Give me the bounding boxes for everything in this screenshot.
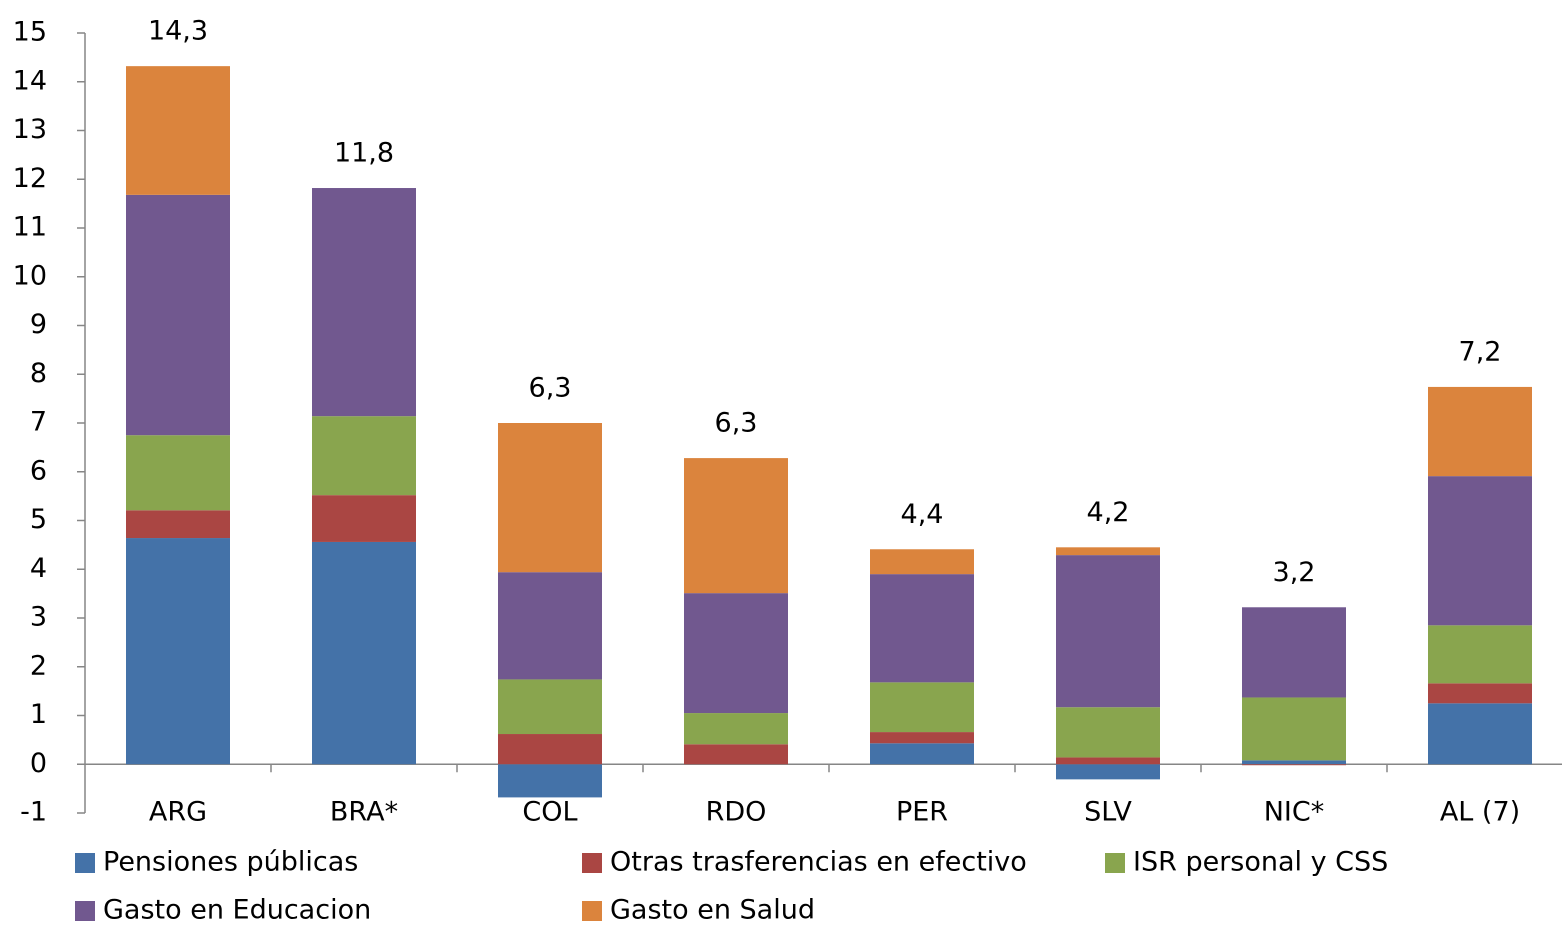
bar-segment: [312, 416, 416, 496]
bar-segment: [1242, 697, 1346, 761]
legend-swatch: [75, 901, 95, 921]
y-tick-label: 0: [30, 748, 47, 779]
bar-segment: [1428, 476, 1532, 626]
y-tick-label: 7: [30, 407, 47, 438]
x-tick-label: NIC*: [1264, 797, 1325, 828]
bar-segment: [126, 66, 230, 195]
total-label: 3,2: [1273, 557, 1316, 588]
bar-segment: [870, 732, 974, 744]
bar-segment: [1428, 625, 1532, 684]
bar-segment: [1242, 764, 1346, 766]
y-tick-label: 2: [30, 650, 47, 681]
bar-segment: [1428, 703, 1532, 765]
bar-segment: [1056, 547, 1160, 556]
bar-segment: [498, 679, 602, 735]
bar-segment: [498, 734, 602, 765]
bar-segment: [126, 435, 230, 511]
bar-segment: [126, 510, 230, 539]
total-label: 14,3: [148, 16, 208, 47]
legend-swatch: [1105, 853, 1125, 873]
bar-segment: [870, 682, 974, 733]
bar-segment: [1056, 757, 1160, 765]
bar-segment: [498, 764, 602, 798]
bar-segment: [1242, 607, 1346, 698]
total-label: 7,2: [1459, 336, 1502, 367]
y-tick-label: 6: [30, 455, 47, 486]
y-tick-label: 1: [30, 699, 47, 730]
bar-segment: [126, 194, 230, 436]
bar-segment: [312, 495, 416, 542]
x-tick-label: RDO: [706, 797, 767, 828]
y-tick-label: 15: [13, 17, 47, 48]
bar-segment: [684, 713, 788, 745]
y-tick-label: 5: [30, 504, 47, 535]
y-tick-label: 11: [13, 212, 47, 243]
bar-segment: [870, 574, 974, 683]
bar-segment: [1056, 764, 1160, 780]
y-tick-label: 13: [13, 114, 47, 145]
y-tick-label: 4: [30, 553, 47, 584]
x-tick-label: PER: [896, 797, 948, 828]
y-tick-label: 12: [13, 163, 47, 194]
bar-segment: [1242, 760, 1346, 765]
x-tick-label: BRA*: [330, 797, 398, 828]
bar-segment: [312, 188, 416, 417]
total-label: 4,2: [1087, 497, 1130, 528]
x-tick-label: SLV: [1084, 797, 1132, 828]
total-label: 4,4: [901, 499, 944, 530]
y-tick-label: 3: [30, 602, 47, 633]
legend-label: Gasto en Educacion: [103, 895, 371, 926]
y-tick-label: 8: [30, 358, 47, 389]
total-label: 11,8: [334, 138, 394, 169]
bar-segment: [126, 538, 230, 765]
legend-label: Otras trasferencias en efectivo: [610, 847, 1027, 878]
legend-label: ISR personal y CSS: [1133, 847, 1388, 878]
y-tick-label: 9: [30, 309, 47, 340]
x-tick-label: AL (7): [1440, 797, 1520, 828]
legend-label: Pensiones públicas: [103, 847, 358, 878]
bar-segment: [1428, 386, 1532, 477]
bar-segment: [1428, 683, 1532, 704]
y-tick-label: 14: [13, 65, 47, 96]
bar-segment: [684, 593, 788, 714]
bar-segment: [498, 423, 602, 573]
bar-segment: [870, 743, 974, 765]
y-tick-label: -1: [20, 797, 47, 828]
y-tick-label: 10: [13, 260, 47, 291]
legend-swatch: [582, 853, 602, 873]
x-tick-label: ARG: [149, 797, 207, 828]
legend-swatch: [75, 853, 95, 873]
legend-swatch: [582, 901, 602, 921]
total-label: 6,3: [529, 373, 572, 404]
bar-segment: [1056, 555, 1160, 708]
bar-segment: [1056, 707, 1160, 758]
x-tick-label: COL: [522, 797, 577, 828]
bar-segment: [870, 549, 974, 575]
bar-segment: [684, 458, 788, 594]
legend-label: Gasto en Salud: [610, 895, 815, 926]
bar-segment: [684, 744, 788, 765]
bar-segment: [498, 572, 602, 680]
total-label: 6,3: [715, 408, 758, 439]
bar-segment: [312, 541, 416, 765]
